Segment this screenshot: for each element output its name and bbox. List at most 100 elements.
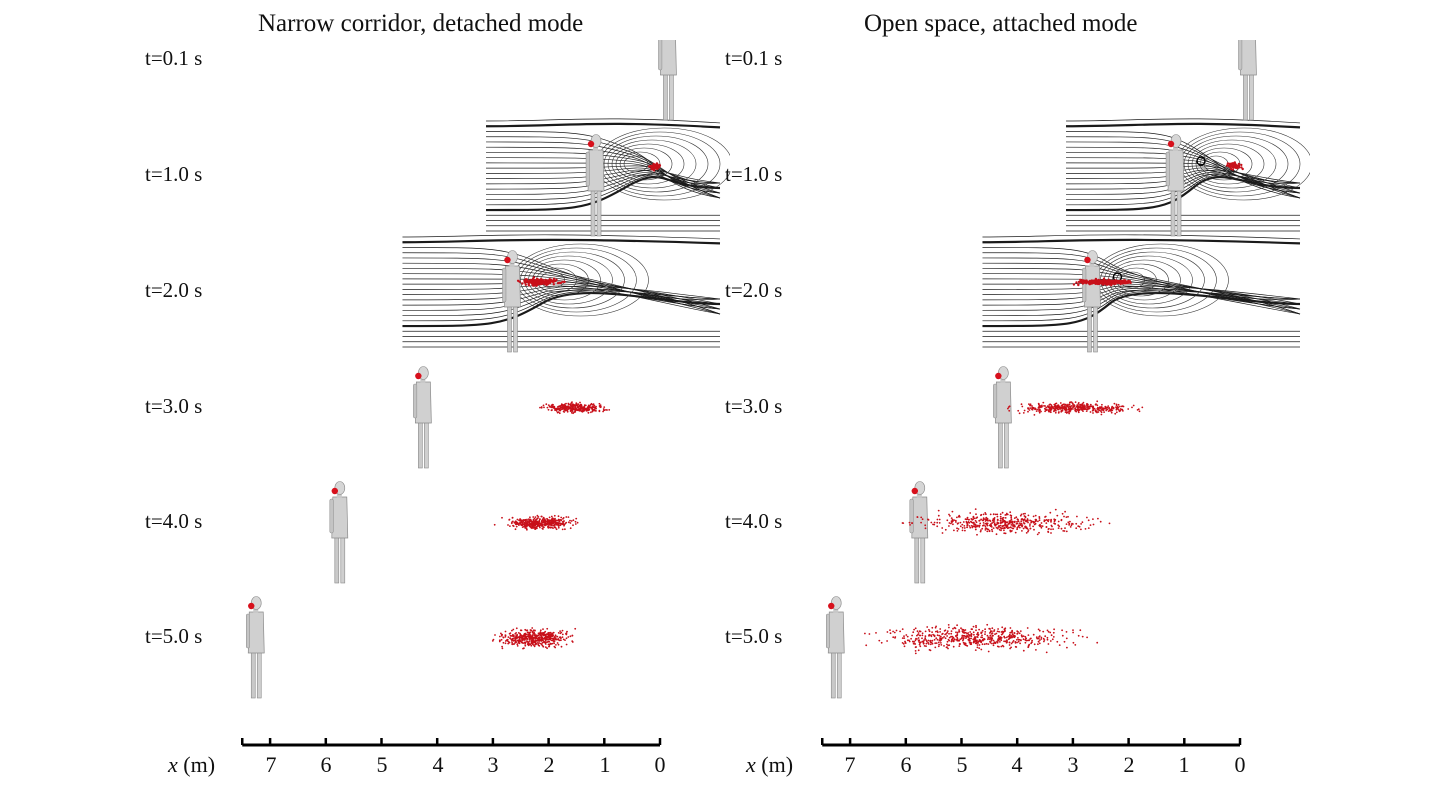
leg [418,415,423,469]
particle [531,627,534,629]
particle [526,629,529,632]
particle [983,637,985,640]
arm [329,498,334,534]
particle [530,629,533,632]
vortex-line [528,259,601,301]
particle [1033,528,1035,531]
streamline [402,285,721,315]
particle [1054,508,1057,511]
particle [962,635,964,637]
particle [519,629,522,632]
streamline [982,289,1301,311]
particle [944,633,946,636]
particle [1021,635,1023,638]
particle [1099,407,1102,410]
particle [978,525,981,528]
particle [580,403,583,406]
particle [948,525,950,527]
particle [1237,162,1241,166]
particle [531,521,534,524]
particle [920,521,922,524]
particle [997,637,1000,640]
particle [520,636,523,639]
particle [926,626,929,628]
particle [998,630,1000,633]
tick-label: 3 [487,752,499,777]
particle [531,636,534,638]
particle [1084,528,1087,530]
particle [1063,403,1065,406]
particle [993,517,996,519]
particle [1020,639,1022,641]
particle [913,643,916,645]
person-figure [658,40,677,121]
particle [586,406,589,409]
particle [996,522,999,524]
particle [973,523,975,526]
particle [1073,404,1075,406]
particle [541,519,544,522]
particle [510,635,512,637]
particle [555,408,557,410]
particle [1028,639,1031,642]
particle [946,631,949,634]
particle [1005,525,1008,527]
particle [991,530,994,533]
particle [523,525,525,528]
particle [518,640,521,643]
particle [544,640,546,643]
particle [580,406,582,409]
particle [1047,531,1050,533]
particle [556,635,559,638]
particle [990,636,993,638]
particle [979,522,982,525]
particle [591,407,593,410]
particle [562,410,565,413]
particle [969,639,971,642]
particle [903,635,905,637]
particle [964,631,967,634]
particle [562,518,564,520]
particle [1102,409,1105,412]
particle [903,637,906,639]
particle [542,516,545,519]
neck [420,378,426,383]
person-figure [993,366,1012,469]
particle [949,515,951,517]
particle [1047,528,1050,530]
particle [1044,405,1046,407]
particle [970,642,972,644]
particle [590,402,593,405]
particle [556,642,559,644]
particle [974,519,977,522]
particle [539,406,541,409]
leg [590,183,596,237]
streamline-field [982,234,1301,348]
particle [992,639,995,642]
particle [919,641,922,644]
vortex-line [607,139,697,189]
particle [1080,407,1083,410]
particle [1081,282,1085,285]
streamline [486,122,721,129]
particle [902,522,905,524]
particle [1009,511,1012,514]
particle [1045,522,1048,524]
particle [549,634,552,637]
particle [984,628,986,631]
particle [1040,638,1043,640]
particle [986,522,988,525]
particle [934,626,937,629]
particle [977,631,979,634]
particle [917,633,919,636]
particle [1091,279,1094,283]
particle [956,530,959,532]
particle [550,515,553,518]
particle [557,515,560,518]
particle [959,643,961,646]
vortex-core [1196,156,1206,166]
particle [1013,632,1016,634]
particle [1050,524,1053,527]
particle [655,162,659,165]
particle [953,529,955,532]
